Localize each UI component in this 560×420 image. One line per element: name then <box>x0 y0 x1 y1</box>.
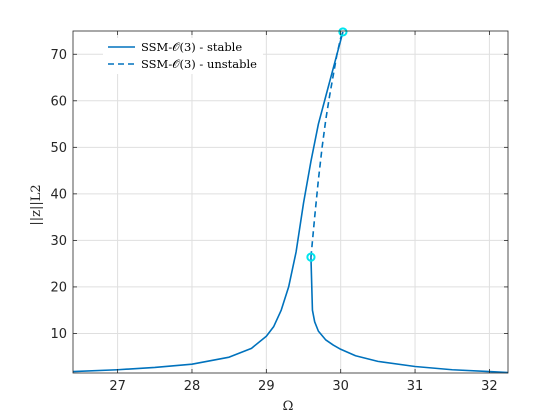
x-tick-label: 31 <box>407 379 424 394</box>
series-line-2 <box>310 257 509 374</box>
legend: SSM-𝒪(3) - stable SSM-𝒪(3) - unstable <box>103 38 263 74</box>
y-axis-label: ||z||L2 <box>29 184 44 225</box>
axes-box <box>72 30 509 374</box>
y-tick-label: 40 <box>50 187 67 202</box>
x-tick-label: 27 <box>109 379 126 394</box>
y-tick-label: 60 <box>50 94 67 109</box>
series-line-0 <box>72 31 344 373</box>
bifurcation-markers <box>306 27 348 262</box>
curves <box>72 31 509 374</box>
legend-label-unstable: SSM-𝒪(3) - unstable <box>141 57 257 71</box>
axes <box>72 30 509 374</box>
x-tick-label: 29 <box>258 379 275 394</box>
legend-box <box>103 38 263 74</box>
x-tick-label: 28 <box>184 379 201 394</box>
bifurcation-point-0 <box>338 27 348 37</box>
bifurcation-point-1 <box>306 252 316 262</box>
y-tick-label: 70 <box>50 48 67 63</box>
y-tick-label: 10 <box>50 327 67 342</box>
x-tick-label: 30 <box>332 379 349 394</box>
grid <box>73 31 508 373</box>
series-line-1 <box>310 31 344 258</box>
legend-label-stable: SSM-𝒪(3) - stable <box>141 40 242 54</box>
y-axis-label-group: ||z||L2 <box>29 184 44 225</box>
y-tick-label: 50 <box>50 141 67 156</box>
x-axis-label: Ω <box>283 399 294 414</box>
plot-area <box>73 31 508 373</box>
tick-labels: 27 28 29 30 31 32 10 20 30 40 50 60 70 <box>50 48 497 394</box>
y-tick-label: 20 <box>50 280 67 295</box>
x-tick-label: 32 <box>481 379 498 394</box>
y-tick-label: 30 <box>50 234 67 249</box>
